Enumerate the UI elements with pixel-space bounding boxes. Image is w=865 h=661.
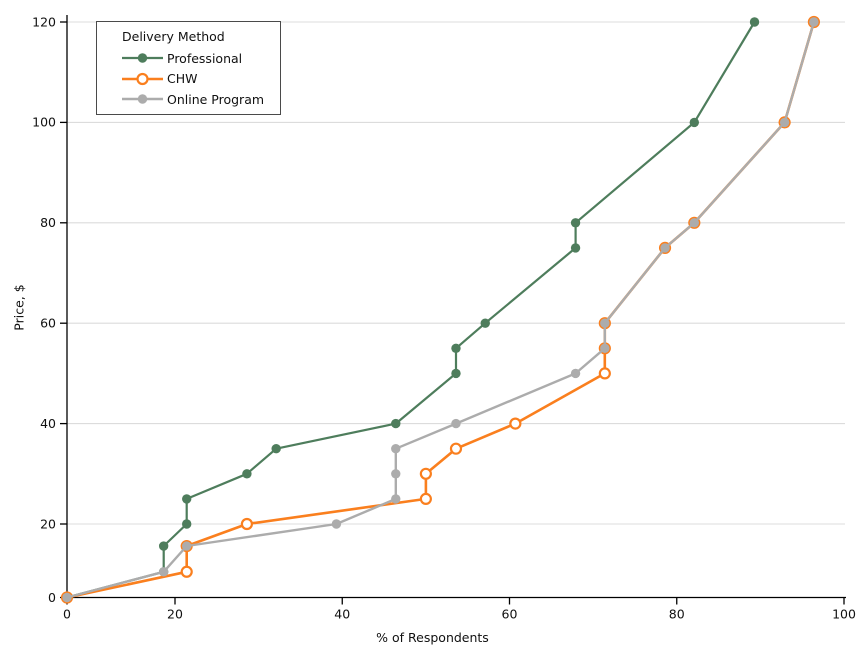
legend-marker (137, 94, 148, 104)
data-point-professional (451, 368, 461, 379)
y-axis-label: Price, $ (11, 284, 27, 331)
data-point-online-program (600, 343, 610, 353)
y-tick-label: 40 (40, 416, 56, 431)
data-point-online-program (570, 368, 581, 379)
data-point-online-program (158, 567, 169, 577)
x-tick-label: 80 (669, 607, 685, 622)
data-point-professional (158, 541, 169, 551)
data-point-online-program (62, 592, 72, 603)
legend: Delivery Method Professional CHW Online … (96, 21, 281, 115)
data-point-online-program (660, 243, 670, 253)
x-tick-label: 60 (502, 607, 518, 622)
data-point-chw (180, 565, 193, 578)
data-point-professional (182, 519, 192, 529)
data-point-chw (419, 492, 432, 505)
legend-label-professional: Professional (167, 50, 243, 66)
x-tick-label: 0 (63, 607, 71, 622)
data-point-professional (182, 494, 192, 504)
data-point-online-program (182, 541, 192, 551)
legend-swatch-chw (122, 72, 163, 85)
y-tick-label: 0 (48, 590, 56, 605)
x-axis-label: % of Respondents (376, 630, 489, 645)
data-point-professional (689, 117, 700, 128)
data-point-professional (451, 343, 461, 353)
data-point-professional (271, 444, 281, 454)
legend-label-online-program: Online Program (167, 91, 265, 107)
legend-item-online-program: Online Program (122, 89, 280, 110)
data-point-professional (480, 318, 490, 328)
legend-swatch-online-program (122, 94, 163, 104)
y-tick-label: 100 (32, 115, 56, 130)
legend-marker (136, 72, 149, 85)
y-tick-label: 80 (40, 215, 56, 230)
x-tick-label: 20 (167, 607, 183, 622)
data-point-professional (749, 17, 760, 27)
y-tick-label: 120 (32, 14, 56, 29)
data-point-online-program (600, 318, 610, 328)
data-point-online-program (391, 444, 401, 454)
data-point-professional (570, 243, 581, 253)
legend-item-chw: CHW (122, 69, 280, 90)
data-point-professional (242, 469, 252, 479)
data-point-online-program (689, 218, 700, 228)
x-tick-label: 40 (334, 607, 350, 622)
data-point-online-program (391, 494, 401, 504)
legend-marker (137, 53, 148, 63)
data-point-online-program (331, 519, 342, 529)
data-point-chw (240, 517, 254, 531)
legend-swatch-professional (122, 53, 163, 63)
data-point-chw (509, 417, 522, 430)
y-tick-label: 60 (40, 316, 56, 331)
data-point-online-program (451, 418, 461, 429)
legend-label-chw: CHW (167, 71, 198, 87)
data-point-chw (449, 442, 463, 455)
y-tick-label: 20 (40, 516, 56, 531)
legend-title: Delivery Method (122, 29, 225, 44)
data-point-online-program (391, 469, 401, 479)
data-point-professional (570, 218, 581, 228)
data-point-online-program (779, 117, 790, 128)
data-point-chw (598, 367, 611, 380)
legend-item-professional: Professional (122, 48, 280, 69)
data-point-chw (419, 467, 432, 480)
x-tick-label: 100 (832, 607, 856, 622)
data-point-professional (391, 418, 401, 429)
data-point-online-program (809, 17, 819, 27)
